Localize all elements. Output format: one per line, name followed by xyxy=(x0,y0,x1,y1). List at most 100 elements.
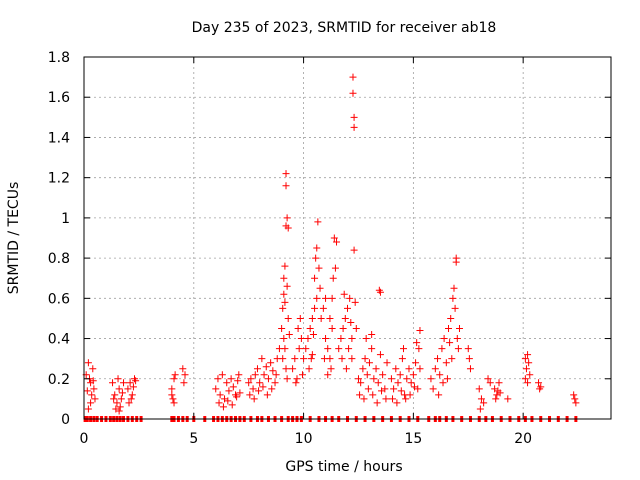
data-point xyxy=(350,113,358,121)
data-point xyxy=(364,385,372,393)
x-tick-label: 15 xyxy=(404,431,422,447)
data-point xyxy=(383,359,391,367)
data-point xyxy=(504,395,512,403)
data-point xyxy=(393,399,401,407)
data-point xyxy=(263,391,271,399)
data-point xyxy=(427,375,435,383)
data-point xyxy=(312,254,320,262)
data-point xyxy=(311,304,319,312)
data-point xyxy=(405,365,413,373)
x-tick-label: 10 xyxy=(295,431,313,447)
data-point xyxy=(255,387,263,395)
data-point xyxy=(171,371,179,379)
data-point xyxy=(282,365,290,373)
data-point xyxy=(291,355,299,363)
data-point xyxy=(309,331,317,339)
data-point xyxy=(349,89,357,97)
data-point xyxy=(113,399,121,407)
data-point xyxy=(372,365,380,373)
x-axis-title: GPS time / hours xyxy=(285,459,402,475)
data-point xyxy=(390,385,398,393)
data-point xyxy=(368,331,376,339)
data-point xyxy=(412,359,420,367)
data-point xyxy=(246,391,254,399)
data-point xyxy=(413,339,421,347)
data-point xyxy=(438,345,446,353)
data-point xyxy=(280,290,288,298)
data-point xyxy=(282,170,290,178)
data-point xyxy=(307,355,315,363)
data-point xyxy=(387,375,395,383)
data-point xyxy=(447,314,455,322)
data-point xyxy=(347,318,355,326)
data-point xyxy=(373,399,381,407)
data-point xyxy=(258,355,266,363)
data-point xyxy=(84,405,92,413)
data-point xyxy=(129,383,137,391)
data-point xyxy=(128,391,136,399)
data-point xyxy=(330,234,338,242)
data-point xyxy=(524,351,532,359)
data-point xyxy=(436,371,444,379)
data-point xyxy=(269,367,277,375)
data-point xyxy=(170,399,178,407)
data-point xyxy=(311,274,319,282)
data-point xyxy=(219,403,227,411)
data-point xyxy=(407,379,415,387)
data-point xyxy=(304,335,312,343)
y-tick-label: 1.6 xyxy=(48,90,70,106)
data-point xyxy=(259,383,267,391)
data-point xyxy=(84,359,92,367)
data-point xyxy=(396,371,404,379)
x-tick-label: 0 xyxy=(80,431,89,447)
data-point xyxy=(352,325,360,332)
data-point xyxy=(300,355,308,363)
data-point xyxy=(339,325,347,332)
data-point xyxy=(378,387,386,395)
data-point xyxy=(492,395,500,403)
data-point xyxy=(329,274,337,282)
data-point xyxy=(439,379,447,387)
data-point xyxy=(374,379,382,387)
data-point xyxy=(115,385,123,393)
data-point xyxy=(169,395,177,403)
data-point xyxy=(376,351,384,359)
data-point xyxy=(465,355,473,363)
data-point xyxy=(271,379,279,387)
data-point xyxy=(225,387,233,395)
data-point xyxy=(83,387,91,395)
data-point xyxy=(349,73,357,81)
data-point xyxy=(302,345,310,353)
data-point xyxy=(440,335,448,343)
data-point xyxy=(245,379,253,387)
data-point xyxy=(236,389,244,397)
data-point xyxy=(335,345,343,353)
data-point xyxy=(406,391,414,399)
data-point xyxy=(305,365,313,373)
data-point xyxy=(357,379,365,387)
data-point xyxy=(370,375,378,383)
data-point xyxy=(416,365,424,373)
data-point xyxy=(114,375,122,383)
data-point xyxy=(524,379,532,387)
data-point xyxy=(170,375,178,383)
data-point xyxy=(281,262,289,270)
data-point xyxy=(308,314,316,322)
data-point xyxy=(452,254,460,262)
data-point xyxy=(308,351,316,359)
data-point xyxy=(278,325,286,332)
data-point xyxy=(234,377,242,385)
data-point xyxy=(216,391,224,399)
data-point xyxy=(181,371,189,379)
data-point xyxy=(90,385,98,393)
y-tick-label: 1.4 xyxy=(48,130,70,146)
data-point xyxy=(272,371,280,379)
data-point xyxy=(354,375,362,383)
data-point xyxy=(397,387,405,395)
data-point xyxy=(337,335,345,343)
y-tick-label: 0.6 xyxy=(48,291,70,307)
data-point xyxy=(328,294,336,302)
data-point xyxy=(180,379,188,387)
data-point xyxy=(454,345,462,353)
data-point xyxy=(247,375,255,383)
